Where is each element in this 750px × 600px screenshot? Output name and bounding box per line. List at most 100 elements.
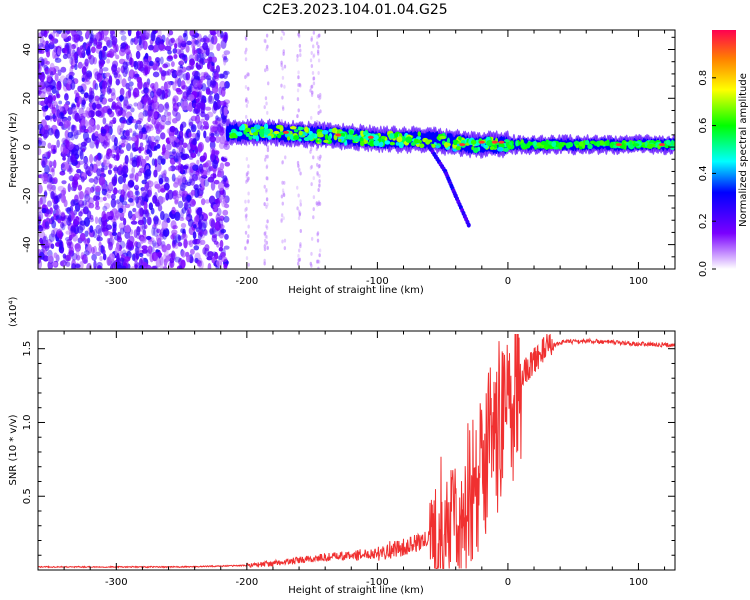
- heatmap-cell: [62, 253, 67, 259]
- heatmap-cell: [316, 172, 319, 177]
- heatmap-cell: [263, 105, 266, 110]
- heatmap-cell: [146, 93, 153, 104]
- heatmap-cell: [40, 140, 47, 147]
- heatmap-cell: [204, 199, 211, 204]
- heatmap-cell: [372, 134, 379, 141]
- heatmap-cell: [252, 131, 259, 136]
- heatmap-cell: [133, 60, 139, 70]
- heatmap-cell: [54, 129, 60, 139]
- heatmap-cell: [205, 75, 212, 81]
- heatmap-cell: [74, 242, 82, 252]
- heatmap-cell: [215, 65, 221, 73]
- heatmap-cell: [129, 229, 134, 235]
- heatmap-cell: [175, 87, 182, 93]
- heatmap-cell: [558, 143, 563, 150]
- heatmap-cell: [177, 200, 184, 209]
- heatmap-cell: [296, 160, 300, 165]
- heatmap-cell: [66, 238, 73, 246]
- heatmap-cell: [267, 81, 270, 86]
- heatmap-cell: [86, 30, 90, 39]
- heatmap-cell: [38, 211, 44, 221]
- heatmap-cell: [212, 120, 218, 125]
- heatmap-cell: [93, 259, 97, 269]
- heatmap-cell: [77, 61, 83, 69]
- heatmap-cell: [143, 95, 148, 106]
- heatmap-cell: [109, 152, 115, 159]
- heatmap-cell: [247, 191, 250, 196]
- heatmap-cell: [280, 213, 284, 218]
- heatmap-cell: [180, 228, 185, 234]
- heatmap-cell: [103, 165, 108, 171]
- heatmap-cell: [533, 140, 537, 146]
- heatmap-cell: [46, 74, 52, 83]
- heatmap-cell: [95, 158, 102, 167]
- heatmap-cell: [380, 135, 386, 140]
- heatmap-cell: [410, 141, 416, 146]
- heatmap-cell: [116, 242, 120, 250]
- heatmap-cell: [198, 167, 204, 175]
- heatmap-cell: [197, 143, 203, 153]
- heatmap-cell: [132, 207, 137, 213]
- heatmap-cell: [145, 122, 150, 132]
- heatmap-cell: [297, 261, 300, 266]
- heatmap-cell: [153, 112, 158, 119]
- heatmap-cell: [575, 144, 579, 149]
- heatmap-cell: [265, 189, 268, 194]
- heatmap-cell: [117, 175, 124, 185]
- heatmap-cell: [193, 238, 201, 245]
- heatmap-cell: [62, 53, 68, 60]
- heatmap-cell: [507, 144, 512, 149]
- heatmap-cell: [194, 40, 199, 45]
- heatmap-cell: [309, 85, 313, 90]
- heatmap-cell: [199, 155, 206, 162]
- heatmap-cell: [266, 110, 269, 115]
- heatmap-cell: [164, 89, 169, 94]
- heatmap-cell: [247, 86, 250, 91]
- heatmap-cell: [172, 98, 177, 106]
- heatmap-cell: [152, 242, 160, 249]
- heatmap-cell: [99, 94, 103, 103]
- heatmap-cell: [317, 51, 320, 56]
- heatmap-cell: [264, 68, 267, 73]
- heatmap-cell: [417, 131, 421, 137]
- heatmap-cell: [200, 94, 205, 103]
- heatmap-cell: [312, 155, 315, 160]
- heatmap-cell: [213, 72, 220, 80]
- heatmap-cell: [114, 210, 120, 219]
- heatmap-cell: [58, 100, 63, 105]
- heatmap-cell: [71, 252, 78, 261]
- heatmap-cell: [68, 164, 73, 175]
- heatmap-cell: [176, 193, 183, 199]
- heatmap-cell: [289, 133, 294, 140]
- heatmap-cell: [283, 180, 286, 185]
- heatmap-cell: [168, 30, 174, 36]
- heatmap-cell: [209, 135, 217, 143]
- heatmap-cell: [64, 42, 68, 48]
- colorbar: 0.0 0.2 0.4 0.6 0.8 Normalized spectral ampl…: [698, 30, 749, 277]
- heatmap-cell: [133, 102, 138, 107]
- heatmap-cell: [143, 81, 150, 89]
- heatmap-cell: [298, 138, 302, 142]
- heatmap-cell: [94, 71, 101, 81]
- heatmap-cell: [311, 90, 314, 95]
- heatmap-cell: [134, 184, 139, 189]
- heatmap-cell: [206, 168, 211, 176]
- heatmap-cell: [265, 165, 268, 170]
- heatmap-cell: [71, 107, 77, 115]
- heatmap-cell: [163, 117, 170, 122]
- heatmap-cell: [163, 62, 171, 68]
- heatmap-cell: [205, 160, 212, 167]
- heatmap-cell: [84, 186, 92, 196]
- heatmap-cell: [316, 232, 319, 237]
- heatmap-cell: [171, 173, 176, 182]
- heatmap-cell: [154, 81, 159, 91]
- heatmap-cell: [54, 57, 62, 63]
- heatmap-cell: [200, 177, 206, 188]
- heatmap-cell: [312, 30, 316, 35]
- heatmap-cell: [224, 81, 230, 89]
- heatmap-cell: [88, 178, 95, 183]
- heatmap-cell: [80, 176, 85, 183]
- heatmap-cell: [296, 53, 299, 58]
- heatmap-cell: [73, 220, 80, 225]
- heatmap-cell: [181, 54, 186, 61]
